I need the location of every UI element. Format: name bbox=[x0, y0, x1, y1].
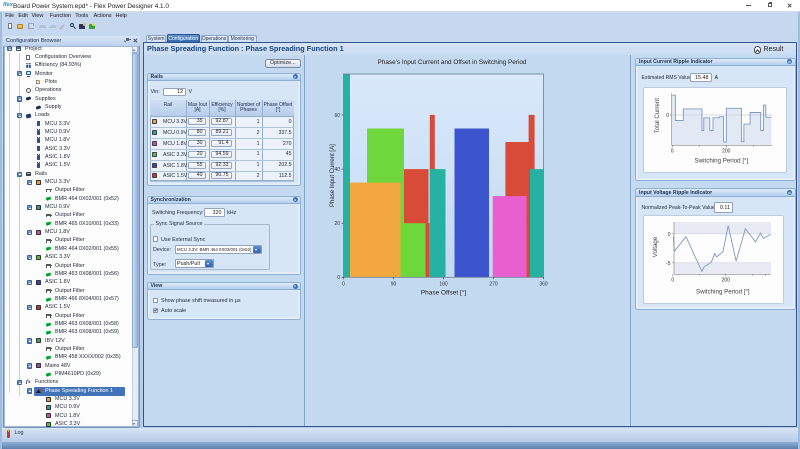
svg-text:Phase Offset [°]: Phase Offset [°] bbox=[421, 289, 467, 297]
svg-text:0: 0 bbox=[337, 275, 340, 281]
svg-text:200: 200 bbox=[722, 278, 731, 284]
svg-text:180: 180 bbox=[439, 282, 448, 288]
svg-text:Total Current: Total Current bbox=[654, 98, 661, 134]
svg-text:Switching Period [°]: Switching Period [°] bbox=[695, 158, 749, 165]
svg-text:0: 0 bbox=[668, 232, 671, 238]
svg-text:20: 20 bbox=[334, 221, 340, 227]
svg-text:0: 0 bbox=[342, 282, 345, 288]
svg-text:0: 0 bbox=[671, 278, 674, 284]
svg-text:0: 0 bbox=[671, 149, 674, 155]
svg-text:360: 360 bbox=[539, 282, 548, 288]
svg-text:200: 200 bbox=[722, 149, 731, 155]
svg-text:-5: -5 bbox=[666, 261, 671, 267]
svg-text:Switching Period [°]: Switching Period [°] bbox=[696, 289, 750, 296]
svg-text:Phase's Input Current and Offs: Phase's Input Current and Offset in Swit… bbox=[378, 59, 527, 66]
svg-text:40: 40 bbox=[334, 167, 340, 173]
svg-text:Phase Input Current [A]: Phase Input Current [A] bbox=[330, 144, 336, 207]
svg-text:Voltage: Voltage bbox=[652, 236, 659, 257]
svg-text:90: 90 bbox=[391, 282, 397, 288]
svg-text:270: 270 bbox=[489, 282, 498, 288]
svg-text:0: 0 bbox=[666, 113, 669, 119]
svg-text:60: 60 bbox=[334, 113, 340, 119]
